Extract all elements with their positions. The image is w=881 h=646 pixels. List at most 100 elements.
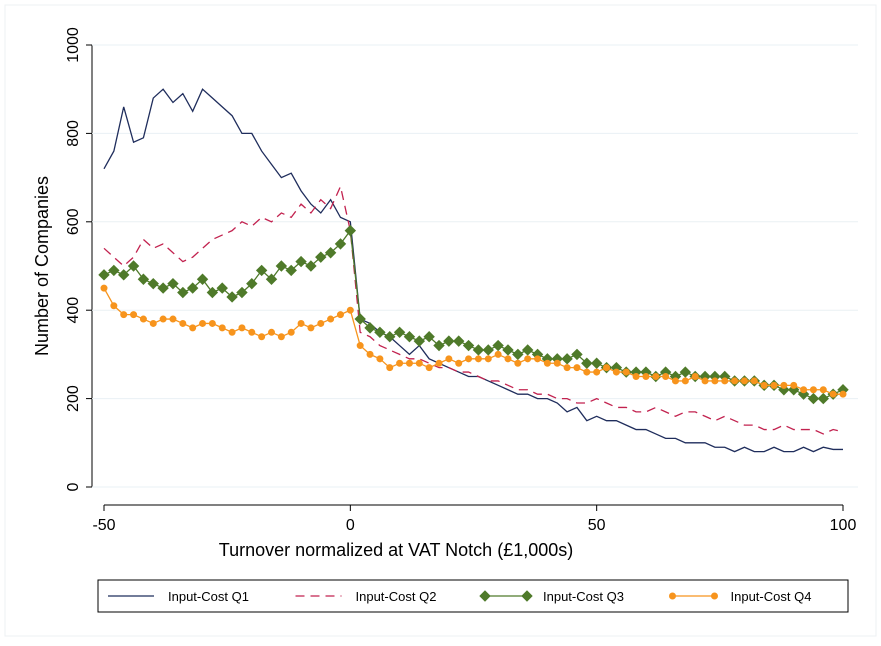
marker (514, 359, 522, 367)
marker (679, 366, 692, 378)
marker (177, 286, 189, 299)
marker (731, 377, 739, 385)
marker (435, 359, 443, 367)
marker (295, 255, 307, 268)
marker (139, 315, 147, 323)
marker (218, 324, 226, 332)
y-tick-label: 600 (65, 208, 82, 235)
marker (127, 260, 140, 272)
marker (376, 355, 384, 363)
legend-frame (97, 579, 849, 613)
marker (179, 319, 187, 327)
marker (612, 368, 620, 376)
marker (492, 339, 504, 352)
marker (167, 277, 179, 290)
marker (593, 368, 601, 376)
marker (740, 377, 748, 385)
marker (521, 344, 534, 356)
marker (169, 315, 177, 323)
marker (275, 260, 288, 272)
marker (206, 286, 219, 299)
marker (255, 264, 268, 277)
legend-label: Input-Cost Q4 (731, 589, 812, 604)
marker (336, 311, 344, 319)
marker (800, 386, 808, 394)
marker (829, 390, 837, 398)
marker (287, 328, 295, 336)
marker (603, 364, 611, 372)
marker (354, 313, 366, 325)
marker (839, 390, 847, 398)
marker (472, 344, 485, 356)
marker (147, 277, 159, 290)
marker (521, 590, 533, 602)
marker (110, 302, 118, 310)
series-line (103, 88, 843, 453)
marker (780, 381, 788, 389)
marker (199, 319, 207, 327)
marker (512, 348, 524, 361)
marker (671, 377, 679, 385)
marker (721, 377, 729, 385)
marker (502, 344, 514, 356)
marker (711, 377, 719, 385)
marker (238, 324, 246, 332)
marker (196, 273, 209, 285)
marker (534, 355, 542, 363)
marker (413, 335, 426, 347)
marker (462, 339, 475, 352)
x-tick-label: 50 (588, 517, 606, 534)
marker (482, 344, 494, 356)
marker (415, 359, 423, 367)
marker (268, 328, 276, 336)
marker (317, 319, 325, 327)
marker (652, 373, 660, 380)
marker (581, 357, 593, 369)
marker (334, 238, 347, 250)
marker (403, 331, 416, 343)
marker (130, 311, 138, 319)
marker (305, 260, 317, 272)
marker (504, 355, 512, 363)
marker (248, 328, 256, 336)
marker (405, 359, 413, 367)
marker (561, 353, 573, 365)
marker (384, 331, 396, 343)
marker (571, 348, 583, 361)
marker (494, 350, 502, 358)
marker (277, 333, 285, 341)
marker (563, 364, 571, 372)
y-tick-label: 0 (65, 482, 82, 491)
marker (701, 377, 709, 385)
marker (189, 324, 197, 332)
marker (315, 251, 327, 263)
marker (669, 592, 676, 600)
marker (790, 381, 798, 389)
legend-label: Input-Cost Q3 (543, 589, 624, 604)
marker (543, 359, 551, 367)
marker (98, 269, 110, 281)
marker (307, 324, 315, 332)
marker (524, 355, 532, 363)
x-tick-label: 100 (830, 517, 857, 534)
marker (573, 364, 581, 372)
marker (285, 264, 297, 277)
marker (590, 357, 603, 369)
marker (479, 590, 491, 602)
marker (711, 592, 718, 600)
marker (750, 377, 758, 385)
x-tick-label: 0 (346, 517, 355, 534)
marker (374, 326, 386, 339)
marker (807, 392, 820, 405)
y-tick-label: 1000 (65, 27, 82, 63)
marker (817, 392, 830, 405)
marker (396, 359, 404, 367)
marker (117, 269, 130, 281)
marker (159, 315, 167, 323)
marker (344, 224, 357, 237)
marker (583, 368, 591, 376)
x-tick-label: -50 (92, 517, 115, 534)
marker (386, 364, 394, 372)
y-tick-label: 400 (65, 297, 82, 324)
marker (760, 381, 768, 389)
